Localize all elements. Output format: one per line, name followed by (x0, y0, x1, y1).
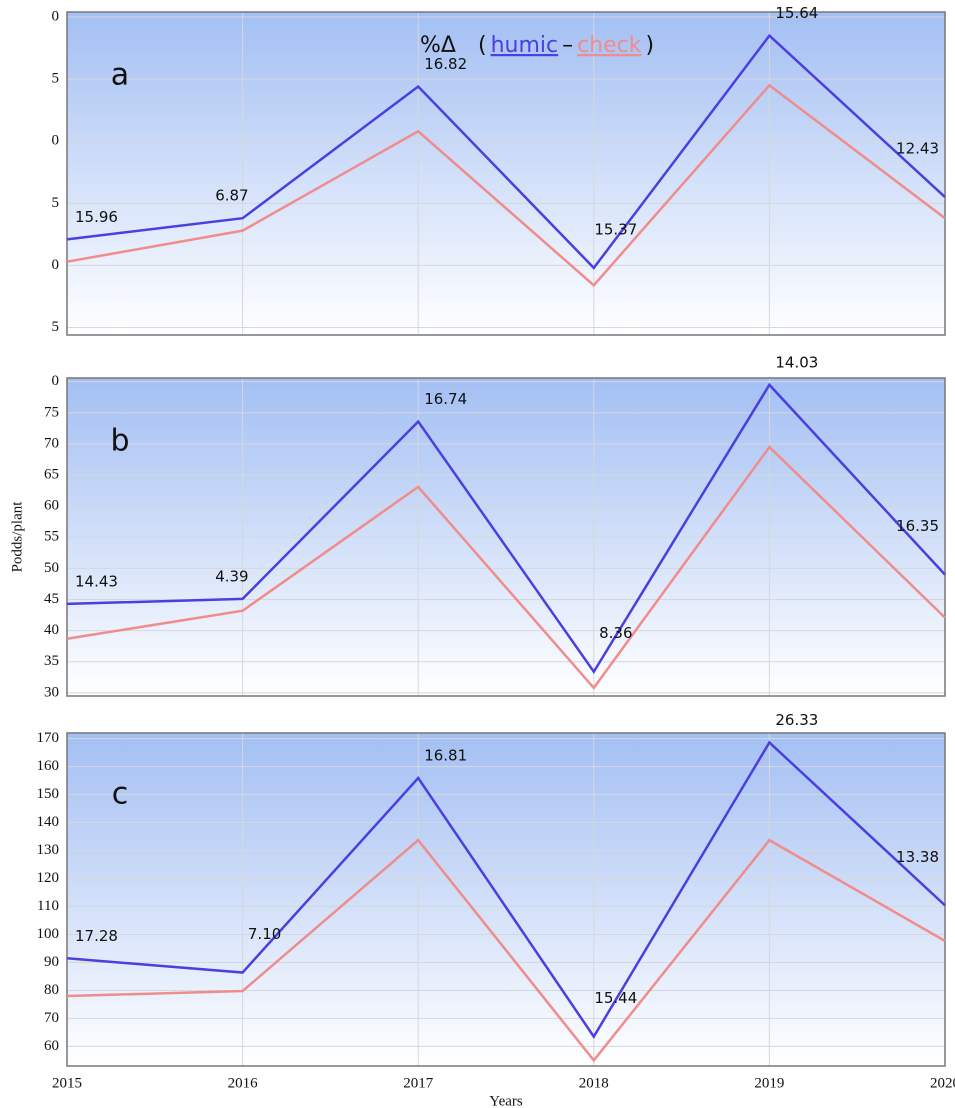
panel-label: b (110, 424, 129, 459)
y-tick-label: 70 (44, 1010, 59, 1026)
x-tick-label: 2018 (579, 1075, 609, 1091)
line-humic (66, 33, 946, 270)
y-tick-label: 110 (37, 898, 59, 914)
y-tick-label: 35 (44, 653, 59, 669)
y-tick-label: 170 (37, 730, 60, 746)
y-tick-label: 160 (37, 758, 60, 774)
annotation: %Δ (humic – check) (420, 33, 654, 58)
delta-label: 12.43 (896, 140, 939, 158)
plot-background (67, 12, 945, 335)
plot-background (67, 733, 945, 1066)
line-check (66, 83, 946, 288)
y-tick-label: 5 (52, 71, 60, 87)
delta-label: 14.43 (75, 572, 118, 590)
delta-label: 15.96 (75, 208, 118, 226)
delta-label: 15.64 (775, 4, 818, 22)
delta-label: 13.38 (896, 848, 939, 866)
line-humic (66, 382, 946, 675)
y-axis-label: Podds/plant (9, 501, 25, 573)
line-check (66, 838, 946, 1063)
delta-label: 8.36 (599, 624, 632, 642)
y-tick-label: 90 (44, 954, 59, 970)
y-tick-label: 5 (52, 319, 60, 335)
y-tick-label: 0 (52, 8, 60, 24)
y-tick-label: 0 (52, 133, 60, 149)
y-tick-label: 150 (37, 786, 60, 802)
delta-label: 4.39 (215, 567, 248, 585)
panel-label: a (111, 58, 129, 93)
delta-label: 14.03 (775, 353, 818, 371)
delta-label: 7.10 (248, 925, 281, 943)
delta-label: 16.82 (424, 55, 467, 73)
y-tick-label: 50 (44, 560, 59, 576)
x-axis-label: Years (489, 1093, 523, 1108)
y-tick-label: 45 (44, 591, 59, 607)
annotation-text: ) (646, 33, 655, 58)
x-tick-label: 2020 (930, 1075, 955, 1091)
y-tick-label: 60 (44, 498, 59, 514)
x-tick-label: 2015 (52, 1075, 82, 1091)
y-tick-label: 100 (37, 926, 60, 942)
x-tick-label: 2019 (754, 1075, 784, 1091)
y-tick-label: 75 (44, 404, 59, 420)
legend-entry: check (577, 33, 642, 58)
delta-label: 15.37 (594, 220, 637, 238)
y-tick-label: 140 (37, 814, 60, 830)
annotation-text: – (562, 33, 573, 58)
y-tick-label: 0 (52, 373, 60, 389)
x-tick-label: 2016 (228, 1075, 259, 1091)
delta-label: 17.28 (75, 927, 118, 945)
panel-label: c (112, 777, 129, 812)
plot-frame (66, 377, 946, 697)
delta-label: 16.81 (424, 747, 467, 765)
y-tick-label: 120 (37, 870, 60, 886)
y-tick-label: 0 (52, 257, 60, 273)
line-check (66, 445, 946, 690)
legend-entry: humic (491, 33, 559, 58)
y-tick-label: 40 (44, 622, 59, 638)
line-humic (66, 740, 946, 1039)
delta-label: 26.33 (775, 711, 818, 729)
y-tick-label: 80 (44, 982, 59, 998)
delta-label: 16.35 (896, 517, 939, 535)
y-tick-label: 60 (44, 1038, 59, 1054)
plot-frame (66, 732, 946, 1067)
delta-label: 6.87 (215, 187, 248, 205)
y-tick-label: 55 (44, 529, 59, 545)
y-tick-label: 130 (37, 842, 60, 858)
delta-label: 16.74 (424, 390, 467, 408)
delta-label: 15.44 (594, 989, 637, 1007)
y-tick-label: 70 (44, 435, 59, 451)
y-tick-label: 65 (44, 467, 59, 483)
annotation-text: %Δ (420, 33, 456, 58)
y-tick-label: 5 (52, 195, 60, 211)
y-tick-label: 30 (44, 684, 59, 700)
x-tick-label: 2017 (403, 1075, 434, 1091)
plot-frame (66, 11, 946, 336)
annotation-text: ( (478, 33, 487, 58)
